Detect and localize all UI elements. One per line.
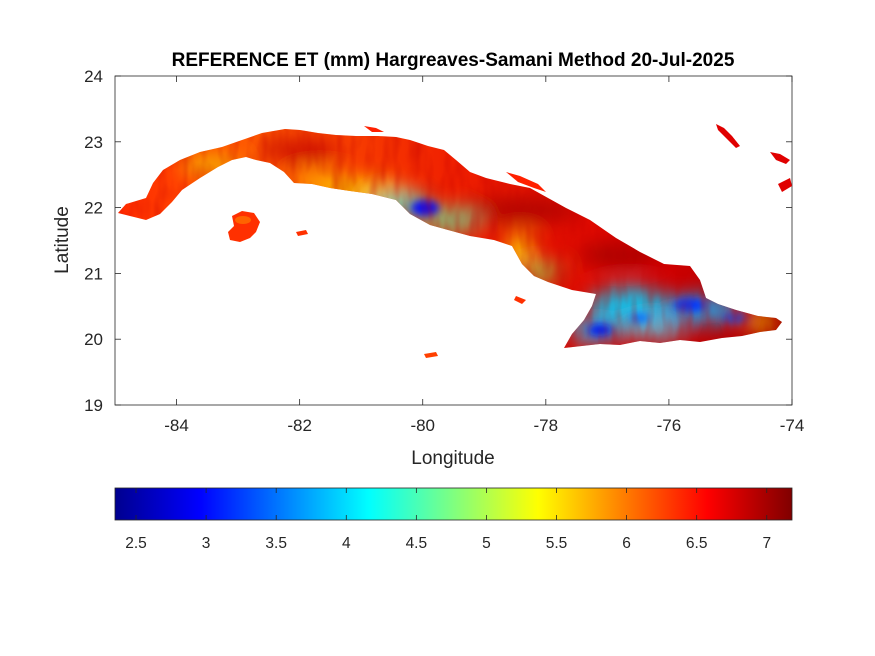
colorbar-tick-label: 6	[622, 535, 631, 552]
western-cays	[364, 126, 384, 132]
northeast-cay-3	[778, 178, 792, 192]
colorbar-tick-label: 4	[342, 535, 351, 552]
x-tick-label: -76	[657, 416, 682, 435]
x-tick-label: -80	[410, 416, 435, 435]
north-cays	[506, 172, 546, 192]
colorbar-tick-label: 2.5	[125, 535, 147, 552]
x-axis-label: Longitude	[411, 448, 494, 469]
colorbar-tick-label: 7	[762, 535, 771, 552]
colorbar-tick-label: 6.5	[686, 535, 708, 552]
x-tick-label: -78	[534, 416, 559, 435]
y-tick-label: 23	[84, 133, 103, 152]
isla-juventud-highlight	[235, 216, 251, 224]
colorbar-tick-label: 3.5	[265, 535, 287, 552]
y-axis-ticks: 19 20 21 22 23 24	[84, 67, 792, 415]
colorbar-tick-label: 5	[482, 535, 491, 552]
colorbar-tick-label: 3	[202, 535, 211, 552]
x-tick-label: -82	[287, 416, 312, 435]
y-tick-label: 20	[84, 330, 103, 349]
y-tick-label: 24	[84, 67, 103, 86]
figure-title: REFERENCE ET (mm) Hargreaves-Samani Meth…	[172, 50, 735, 71]
colorbar-tick-label: 4.5	[406, 535, 428, 552]
y-axis-label: Latitude	[52, 206, 73, 274]
northeast-cay-2	[770, 152, 790, 164]
colorbar-ticks: 2.5 3 3.5 4 4.5 5 5.5 6 6.5 7	[125, 488, 771, 552]
south-cay-3	[514, 296, 526, 304]
x-axis-ticks: -84 -82 -80 -78 -76 -74	[164, 76, 804, 435]
south-cay-1	[424, 352, 438, 358]
colorbar-tick-label: 5.5	[546, 535, 568, 552]
colorbar	[114, 487, 793, 521]
y-tick-label: 19	[84, 396, 103, 415]
x-tick-label: -74	[780, 416, 805, 435]
south-cay-2	[296, 230, 308, 236]
x-tick-label: -84	[164, 416, 189, 435]
northeast-cay-1	[716, 124, 740, 148]
map-axes	[114, 75, 793, 406]
y-tick-label: 21	[84, 264, 103, 283]
y-tick-label: 22	[84, 199, 103, 218]
